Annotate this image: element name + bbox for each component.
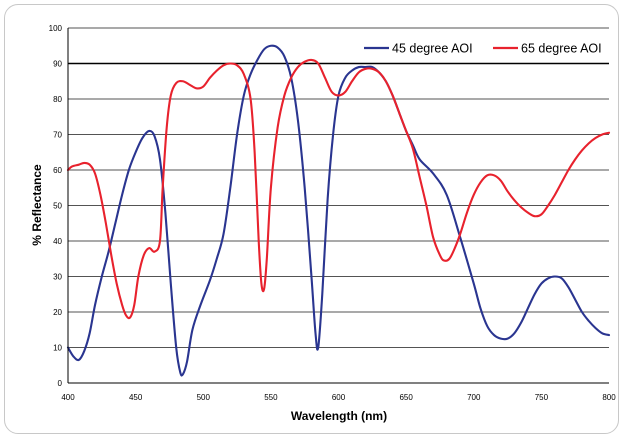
y-tick-label-40: 40: [53, 237, 62, 246]
x-tick-label-600: 600: [332, 393, 346, 402]
legend: 45 degree AOI 65 degree AOI: [364, 42, 602, 56]
x-tick-label-650: 650: [399, 393, 413, 402]
legend-label-65-degree: 65 degree AOI: [521, 42, 602, 56]
x-tick-label-700: 700: [467, 393, 481, 402]
x-axis-title: Wavelength (nm): [291, 409, 387, 423]
y-tick-label-20: 20: [53, 308, 62, 317]
x-tick-label-450: 450: [129, 393, 143, 402]
y-tick-label-80: 80: [53, 95, 62, 104]
legend-label-45-degree: 45 degree AOI: [392, 42, 473, 56]
y-tick-label-50: 50: [53, 202, 62, 211]
series-line-65-degree: [66, 58, 611, 320]
y-tick-label-70: 70: [53, 131, 62, 140]
y-tick-label-100: 100: [49, 24, 63, 33]
y-tick-labels: 0 10 20 30 40 50 60 70 80 90 100: [49, 24, 63, 388]
y-tick-label-0: 0: [58, 379, 63, 388]
gridlines: [68, 27, 609, 348]
x-tick-label-800: 800: [602, 393, 616, 402]
x-tick-label-500: 500: [197, 393, 211, 402]
chart-frame: [4, 4, 619, 434]
series-line-45-degree: [66, 44, 611, 377]
series-lines: [66, 44, 611, 377]
x-tick-label-550: 550: [264, 393, 278, 402]
y-tick-label-60: 60: [53, 166, 62, 175]
y-tick-label-10: 10: [53, 344, 62, 353]
x-tick-label-400: 400: [61, 393, 75, 402]
y-tick-label-90: 90: [53, 60, 62, 69]
y-tick-label-30: 30: [53, 273, 62, 282]
x-tick-label-750: 750: [535, 393, 549, 402]
y-axis-title: % Reflectance: [30, 164, 44, 246]
x-tick-labels: 400 450 500 550 600 650 700 750 800: [61, 393, 616, 402]
